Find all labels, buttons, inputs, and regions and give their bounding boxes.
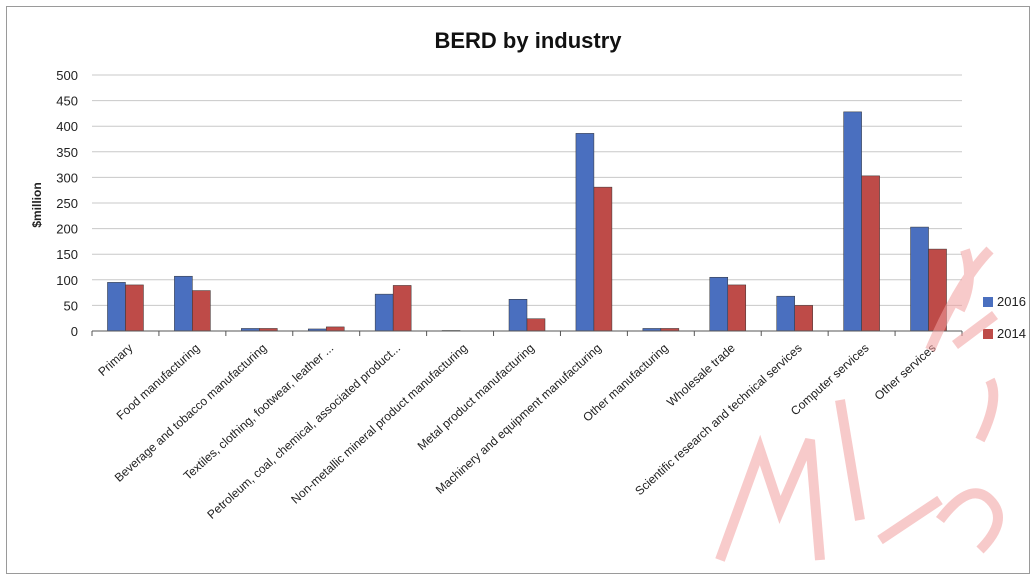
bar-2014-6 xyxy=(526,318,546,332)
chart-title: BERD by industry xyxy=(434,28,622,53)
y-tick-label: 400 xyxy=(56,119,78,134)
bar-2016-11 xyxy=(843,111,862,332)
gridlines xyxy=(92,74,962,306)
bar-2014-1 xyxy=(192,290,211,332)
category-label: Metal product manufacturing xyxy=(415,341,537,453)
y-tick-label: 300 xyxy=(56,170,78,185)
bar-2016-6 xyxy=(508,299,528,332)
bar-2016-9 xyxy=(709,276,729,332)
category-label: Primary xyxy=(95,341,135,379)
bar-2014-12 xyxy=(928,248,947,332)
bar-2016-7 xyxy=(575,133,595,332)
y-tick-labels: 0 50 100 150 200 250 300 350 400 450 500 xyxy=(56,68,78,339)
y-tick-label: 50 xyxy=(64,298,78,313)
bar-2014-10 xyxy=(794,305,813,332)
y-tick-label: 200 xyxy=(56,222,78,237)
bars xyxy=(107,111,947,332)
bar-2014-7 xyxy=(593,186,613,332)
bar-2016-0 xyxy=(107,282,126,332)
legend-swatch-2016 xyxy=(983,297,993,307)
x-axis xyxy=(91,330,963,336)
bar-2016-10 xyxy=(776,295,795,332)
bar-2014-11 xyxy=(861,175,880,332)
bar-2014-3 xyxy=(325,326,345,332)
bar-2014-9 xyxy=(727,284,747,332)
category-label: Wholesale trade xyxy=(664,341,738,410)
y-tick-label: 500 xyxy=(56,68,78,83)
legend: 2016 2014 xyxy=(983,294,1026,341)
y-axis-label: $million xyxy=(30,182,44,227)
bar-2014-4 xyxy=(392,285,412,332)
legend-label-2014: 2014 xyxy=(997,326,1026,341)
y-tick-label: 250 xyxy=(56,196,78,211)
category-label: Other services xyxy=(872,341,939,403)
bar-2016-1 xyxy=(174,275,193,332)
bar-2016-12 xyxy=(910,226,929,332)
y-tick-label: 0 xyxy=(71,324,78,339)
y-tick-label: 350 xyxy=(56,145,78,160)
legend-label-2016: 2016 xyxy=(997,294,1026,309)
legend-swatch-2014 xyxy=(983,329,993,339)
y-tick-label: 100 xyxy=(56,273,78,288)
y-tick-label: 450 xyxy=(56,94,78,109)
bar-2014-0 xyxy=(125,284,144,332)
bar-2016-4 xyxy=(374,293,394,332)
y-tick-label: 150 xyxy=(56,247,78,262)
